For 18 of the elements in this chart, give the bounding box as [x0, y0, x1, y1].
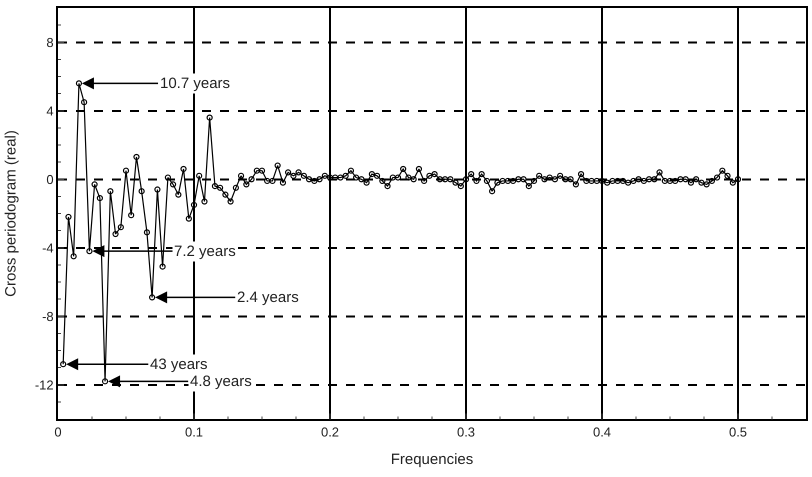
y-tick-label: 4	[46, 103, 54, 118]
x-axis-title: Frequencies	[390, 450, 474, 468]
x-tick-label: 0.5	[728, 424, 748, 440]
y-tick-label: -4	[42, 240, 54, 256]
y-tick-label: 0	[46, 172, 54, 187]
annotation: 2.4 years	[237, 289, 299, 306]
x-tick-label: 0.2	[320, 424, 340, 440]
x-tick-label: 0.4	[592, 424, 612, 440]
y-tick-label: -8	[42, 308, 54, 324]
x-tick-label: 0.1	[184, 424, 204, 440]
annotation: 7.2 years	[174, 243, 236, 260]
y-axis-title: Cross periodogram (real)	[2, 130, 20, 297]
annotation: 43 years	[150, 356, 208, 373]
annotation: 10.7 years	[160, 75, 230, 92]
y-tick-label: 8	[46, 34, 54, 50]
y-tick-label: -12	[34, 377, 54, 392]
annotation: 4.8 years	[190, 373, 252, 390]
x-tick-label: 0.3	[456, 424, 476, 440]
